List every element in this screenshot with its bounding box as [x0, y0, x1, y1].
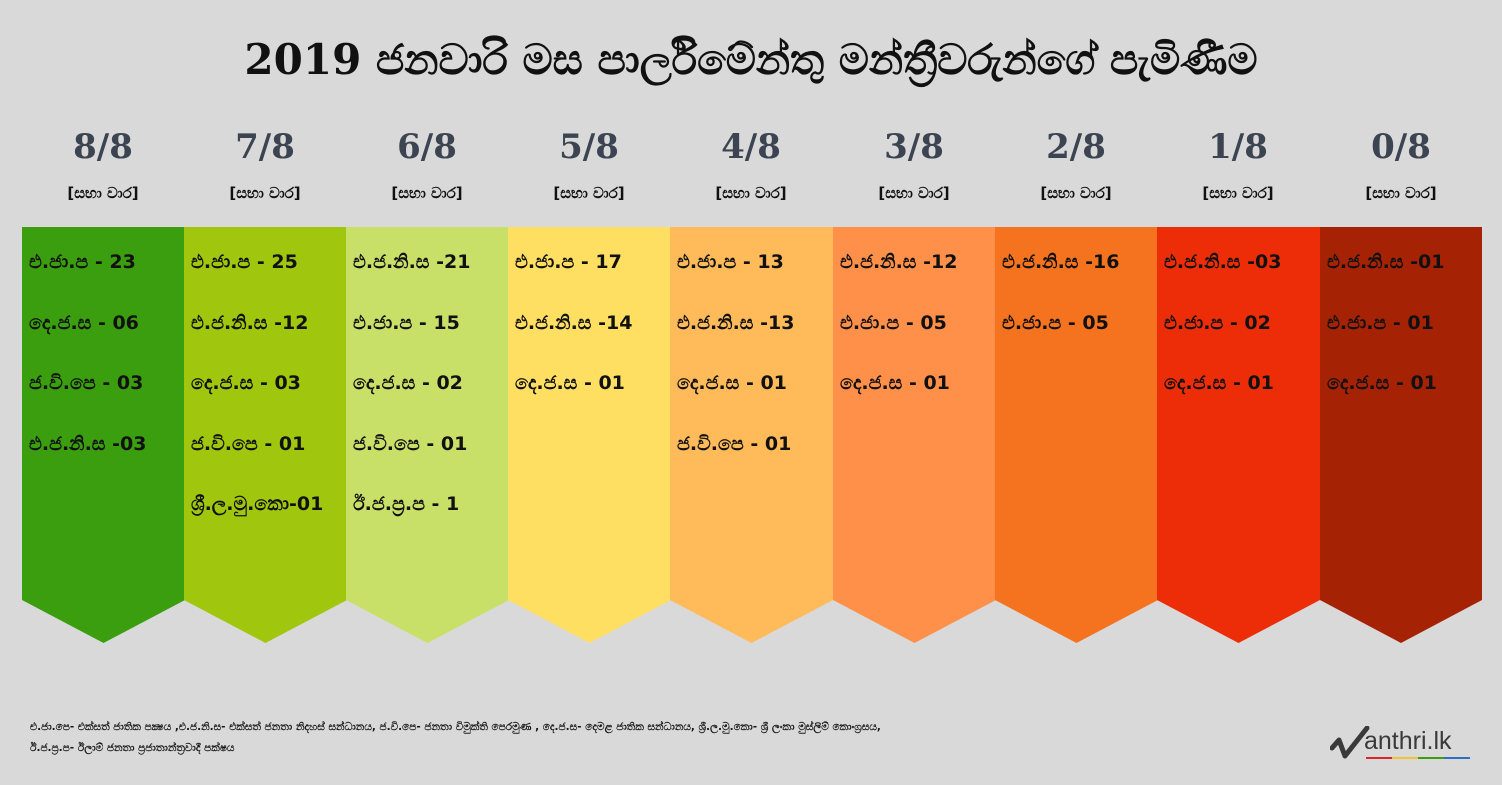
sessions-label: [සභා වාර]: [715, 184, 787, 202]
manthri-logo: anthri.lk: [1330, 722, 1472, 766]
sessions-label: [සභා වාර]: [1040, 184, 1112, 202]
party-count: එ.ජා.ප - 15: [353, 311, 460, 334]
column-2-of-8: එ.ජ.නි.ස -16 එ.ජා.ප - 05: [995, 227, 1158, 643]
column-4-of-8: එ.ජා.ප - 13 එ.ජ.නි.ස -13 දෙ.ජ.ස - 01 ජ.ව…: [670, 227, 833, 643]
party-count: එ.ජ.නි.ස -03: [29, 432, 147, 455]
attendance-fraction: 4/8: [721, 127, 781, 167]
header-7-of-8: 7/8 [සභා වාර]: [184, 125, 346, 203]
party-count: එ.ජා.ප - 02: [1164, 311, 1271, 334]
party-count: දෙ.ජ.ස - 01: [840, 372, 950, 394]
party-count: එ.ජා.ප - 01: [1327, 311, 1434, 334]
party-count: එ.ජා.ප - 05: [840, 311, 947, 334]
page-title: 2019 ජනවාරි මස පාර්ලිමේන්තු මන්ත්‍රීවරුන…: [244, 35, 1258, 84]
header-4-of-8: 4/8 [සභා වාර]: [670, 125, 832, 203]
sessions-label: [සභා වාර]: [1365, 184, 1437, 202]
logo-color-bar: [1366, 757, 1470, 759]
party-count: එ.ජ.නි.ස -01: [1327, 251, 1445, 273]
party-count: එ.ජ.නි.ස -12: [840, 251, 958, 273]
header-3-of-8: 3/8 [සභා වාර]: [833, 125, 995, 203]
column-8-of-8: එ.ජා.ප - 23 දෙ.ජ.ස - 06 ජ.වි.පෙ - 03 එ.ජ…: [22, 227, 185, 643]
party-count: එ.ජ.නි.ස -21: [353, 251, 471, 273]
header-0-of-8: 0/8 [සභා වාර]: [1320, 125, 1482, 203]
logo-bar-segment: [1418, 757, 1444, 759]
party-count: දෙ.ජ.ස - 02: [353, 372, 463, 394]
party-count: එ.ජා.ප - 25: [191, 251, 298, 273]
column-0-of-8: එ.ජ.නි.ස -01 එ.ජා.ප - 01 දෙ.ජ.ස - 01: [1320, 227, 1482, 643]
party-count: එ.ජ.නි.ස -14: [515, 311, 633, 334]
logo-bar-segment: [1392, 757, 1418, 759]
attendance-fraction: 3/8: [884, 127, 944, 167]
party-count: දෙ.ජ.ස - 01: [1164, 372, 1274, 394]
sessions-label: [සභා වාර]: [878, 184, 950, 202]
party-count: ඊ.ජ.ප්‍ර.ප - 1: [353, 493, 460, 515]
party-count: එ.ජා.ප - 23: [29, 251, 136, 273]
attendance-fraction: 1/8: [1208, 127, 1268, 167]
party-count: දෙ.ජ.ස - 03: [191, 372, 301, 394]
column-6-of-8: එ.ජ.නි.ස -21 එ.ජා.ප - 15 දෙ.ජ.ස - 02 ජ.ව…: [346, 227, 509, 643]
party-count: එ.ජ.නි.ස -03: [1164, 251, 1282, 273]
party-count: එ.ජා.ප - 13: [677, 251, 784, 273]
party-count: ජ.වි.පෙ - 01: [353, 432, 468, 455]
column-3-of-8: එ.ජ.නි.ස -12 එ.ජා.ප - 05 දෙ.ජ.ස - 01: [833, 227, 996, 643]
party-count: ජ.වි.පෙ - 01: [191, 432, 306, 455]
attendance-fraction: 8/8: [73, 127, 133, 167]
party-count: ශ්‍රී.ල.මු.කො-01: [191, 493, 324, 515]
party-count: එ.ජා.ප - 17: [515, 251, 622, 273]
attendance-fraction: 0/8: [1371, 127, 1431, 167]
header-1-of-8: 1/8 [සභා වාර]: [1157, 125, 1319, 203]
party-count: එ.ජා.ප - 05: [1002, 311, 1109, 334]
attendance-fraction: 2/8: [1046, 127, 1106, 167]
header-2-of-8: 2/8 [සභා වාර]: [995, 125, 1157, 203]
party-count: එ.ජ.නි.ස -12: [191, 311, 309, 334]
attendance-fraction: 5/8: [559, 127, 619, 167]
sessions-label: [සභා වාර]: [229, 184, 301, 202]
check-m-icon: [1330, 726, 1370, 759]
attendance-fraction: 6/8: [397, 127, 457, 167]
column-7-of-8: එ.ජා.ප - 25 එ.ජ.නි.ස -12 දෙ.ජ.ස - 03 ජ.ව…: [184, 227, 347, 643]
column-1-of-8: එ.ජ.නි.ස -03 එ.ජා.ප - 02 දෙ.ජ.ස - 01: [1157, 227, 1320, 643]
party-count: දෙ.ජ.ස - 06: [29, 311, 139, 334]
party-count: දෙ.ජ.ස - 01: [677, 372, 787, 394]
column-5-of-8: එ.ජා.ප - 17 එ.ජ.නි.ස -14 දෙ.ජ.ස - 01: [508, 227, 671, 643]
party-count: ජ.වි.පෙ - 03: [29, 372, 144, 394]
party-count: දෙ.ජ.ස - 01: [1327, 372, 1437, 394]
party-count: ජ.වි.පෙ - 01: [677, 432, 792, 455]
header-5-of-8: 5/8 [සභා වාර]: [508, 125, 670, 203]
header-8-of-8: 8/8 [සභා වාර]: [22, 125, 184, 203]
party-count: එ.ජ.නි.ස -13: [677, 311, 795, 334]
legend-line-2: ඊ.ජ.ප්‍ර.ප- ඊලාම් ජනතා ප්‍රජාතාන්ත්‍රවාද…: [30, 742, 235, 754]
attendance-fraction: 7/8: [235, 127, 295, 167]
sessions-label: [සභා වාර]: [391, 184, 463, 202]
legend-line-1: එ.ජා.පෙ- එක්සත් ජාතික පක්‍ෂය ,එ.ජ.නි.ස- …: [30, 721, 881, 733]
sessions-label: [සභා වාර]: [553, 184, 625, 202]
sessions-label: [සභා වාර]: [67, 184, 139, 202]
sessions-label: [සභා වාර]: [1202, 184, 1274, 202]
logo-bar-segment: [1444, 757, 1470, 759]
header-6-of-8: 6/8 [සභා වාර]: [346, 125, 508, 203]
logo-text: anthri.lk: [1364, 727, 1452, 755]
logo-bar-segment: [1366, 757, 1392, 759]
party-count: දෙ.ජ.ස - 01: [515, 372, 625, 394]
party-count: එ.ජ.නි.ස -16: [1002, 251, 1120, 273]
